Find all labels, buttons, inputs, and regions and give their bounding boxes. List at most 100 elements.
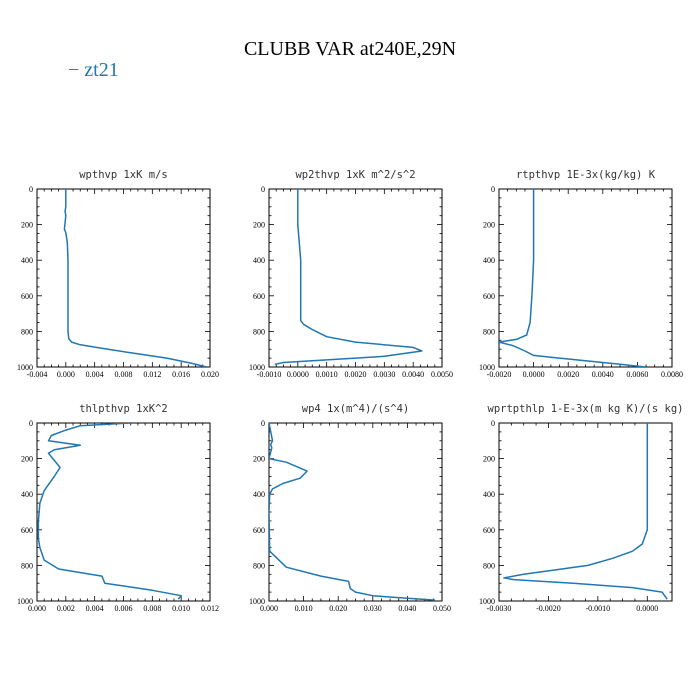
x-tick-label: 0.0080 xyxy=(661,370,683,379)
chart-panel-6: wprtpthlp 1-E-3x(m kg K)/(s kg) -0.0030 -0… xyxy=(479,403,683,613)
x-tick-label: 0.0040 xyxy=(402,370,424,379)
y-tick-label: 200 xyxy=(253,455,265,464)
panel-title: wprtpthlp 1-E-3x(m kg K)/(s kg) xyxy=(488,403,684,415)
y-tick-label: 600 xyxy=(483,292,495,301)
x-tick-label: 0.000 xyxy=(28,604,46,613)
y-tick-label: 0 xyxy=(261,419,265,428)
y-tick-label: 200 xyxy=(483,455,495,464)
panel-title: wp2thvp 1xK m^2/s^2 xyxy=(295,169,415,181)
x-tick-label: 0.0000 xyxy=(636,604,658,613)
x-tick-label: -0.004 xyxy=(27,370,48,379)
panel-title: wpthvp 1xK m/s xyxy=(79,169,168,181)
y-tick-label: 0 xyxy=(261,185,265,194)
y-tick-label: 400 xyxy=(483,490,495,499)
x-tick-label: 0.004 xyxy=(86,370,104,379)
x-tick-label: 0.016 xyxy=(172,370,190,379)
legend-label: − zt21 xyxy=(68,59,119,81)
y-tick-label: 0 xyxy=(491,185,495,194)
y-tick-label: 600 xyxy=(21,526,33,535)
x-tick-label: 0.012 xyxy=(143,370,161,379)
x-tick-label: 0.002 xyxy=(57,604,75,613)
y-tick-label: 200 xyxy=(483,221,495,230)
chart-panel-2: wp2thvp 1xK m^2/s^2 -0.0010 0.0000 0.0010 0.… xyxy=(249,169,453,379)
x-tick-label: 0.0040 xyxy=(592,370,614,379)
x-tick-label: 0.020 xyxy=(329,604,347,613)
x-tick-label: 0.004 xyxy=(86,604,104,613)
y-tick-label: 800 xyxy=(21,327,33,336)
series-line-zt21 xyxy=(37,423,182,600)
y-tick-label: 800 xyxy=(483,327,495,336)
series-line-zt21 xyxy=(499,189,647,367)
y-tick-label: 400 xyxy=(483,256,495,265)
x-tick-label: 0.008 xyxy=(115,370,133,379)
y-tick-label: 1000 xyxy=(479,363,495,372)
series-line-zt21 xyxy=(274,189,423,366)
plot-frame xyxy=(268,422,443,602)
figure-title: CLUBB VAR at240E,29N xyxy=(244,38,456,60)
plot-frame xyxy=(498,188,673,368)
chart-panel-5: wp4 1x(m^4)/(s^4) 0.000 0.010 0.020 0.030 0.0… xyxy=(249,403,451,613)
y-tick-label: 600 xyxy=(483,526,495,535)
y-tick-label: 1000 xyxy=(479,597,495,606)
y-tick-label: 800 xyxy=(253,561,265,570)
chart-panel-4: thlpthvp 1xK^2 0.000 0.002 0.004 0.006 0.008 0… xyxy=(17,403,219,613)
y-tick-label: 0 xyxy=(29,185,33,194)
y-tick-label: 1000 xyxy=(17,597,33,606)
x-tick-label: 0.010 xyxy=(295,604,313,613)
legend: − zt21 xyxy=(68,59,119,81)
plot-frame xyxy=(36,188,211,368)
x-tick-label: 0.008 xyxy=(143,604,161,613)
y-tick-label: 200 xyxy=(21,455,33,464)
plot-frame xyxy=(36,422,211,602)
x-tick-label: 0.020 xyxy=(201,370,219,379)
chart-panel-1: wpthvp 1xK m/s -0.004 0.000 0.004 0.008 0.012… xyxy=(17,169,219,379)
x-tick-label: 0.0000 xyxy=(523,370,545,379)
panel-title: thlpthvp 1xK^2 xyxy=(79,403,168,415)
y-tick-label: 800 xyxy=(21,561,33,570)
x-tick-label: -0.0020 xyxy=(487,370,512,379)
x-tick-label: 0.0060 xyxy=(626,370,648,379)
x-tick-label: 0.000 xyxy=(57,370,75,379)
panel-title: wp4 1x(m^4)/(s^4) xyxy=(302,403,409,415)
x-tick-label: 0.0010 xyxy=(316,370,338,379)
y-tick-label: 0 xyxy=(29,419,33,428)
y-tick-label: 0 xyxy=(491,419,495,428)
x-tick-label: 0.012 xyxy=(201,604,219,613)
x-tick-label: 0.0020 xyxy=(345,370,367,379)
y-tick-label: 200 xyxy=(253,221,265,230)
x-tick-label: -0.0020 xyxy=(536,604,561,613)
y-tick-label: 600 xyxy=(253,526,265,535)
panel-title: rtpthvp 1E-3x(kg/kg) K xyxy=(516,169,656,181)
x-tick-label: 0.050 xyxy=(433,604,451,613)
x-tick-label: 0.0020 xyxy=(557,370,579,379)
x-tick-label: 0.010 xyxy=(172,604,190,613)
series-line-zt21 xyxy=(503,423,668,600)
panels-group: wpthvp 1xK m/s -0.004 0.000 0.004 0.008 0.012… xyxy=(17,169,683,613)
y-tick-label: 1000 xyxy=(17,363,33,372)
y-tick-label: 400 xyxy=(21,490,33,499)
chart-panel-3: rtpthvp 1E-3x(kg/kg) K -0.0020 0.0000 0.002… xyxy=(479,169,683,379)
x-tick-label: 0.0050 xyxy=(431,370,453,379)
x-tick-label: -0.0010 xyxy=(257,370,282,379)
series-line-zt21 xyxy=(63,189,207,367)
x-tick-label: 0.0030 xyxy=(373,370,395,379)
x-tick-label: 0.030 xyxy=(364,604,382,613)
plot-frame xyxy=(268,188,443,368)
x-tick-label: -0.0010 xyxy=(586,604,611,613)
y-tick-label: 800 xyxy=(253,327,265,336)
x-tick-label: -0.0030 xyxy=(487,604,512,613)
y-tick-label: 600 xyxy=(21,292,33,301)
y-tick-label: 200 xyxy=(21,221,33,230)
x-tick-label: 0.000 xyxy=(260,604,278,613)
x-tick-label: 0.0000 xyxy=(287,370,309,379)
y-tick-label: 400 xyxy=(253,490,265,499)
x-tick-label: 0.040 xyxy=(398,604,416,613)
y-tick-label: 1000 xyxy=(249,363,265,372)
y-tick-label: 400 xyxy=(21,256,33,265)
series-line-zt21 xyxy=(269,423,436,601)
y-tick-label: 400 xyxy=(253,256,265,265)
x-tick-label: 0.006 xyxy=(115,604,133,613)
y-tick-label: 800 xyxy=(483,561,495,570)
y-tick-label: 1000 xyxy=(249,597,265,606)
